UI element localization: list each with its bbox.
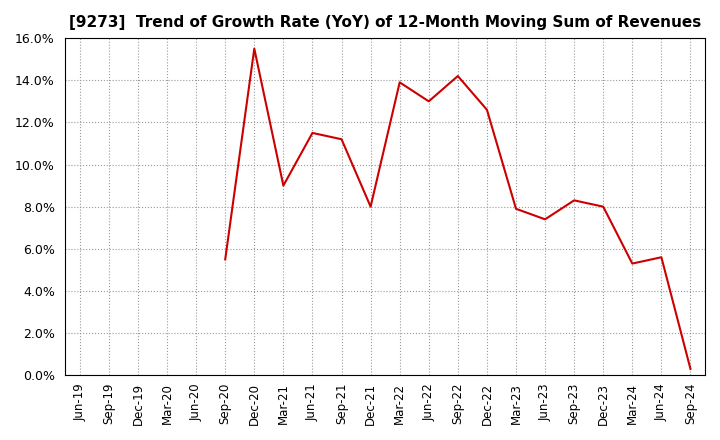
Title: [9273]  Trend of Growth Rate (YoY) of 12-Month Moving Sum of Revenues: [9273] Trend of Growth Rate (YoY) of 12-… — [69, 15, 701, 30]
